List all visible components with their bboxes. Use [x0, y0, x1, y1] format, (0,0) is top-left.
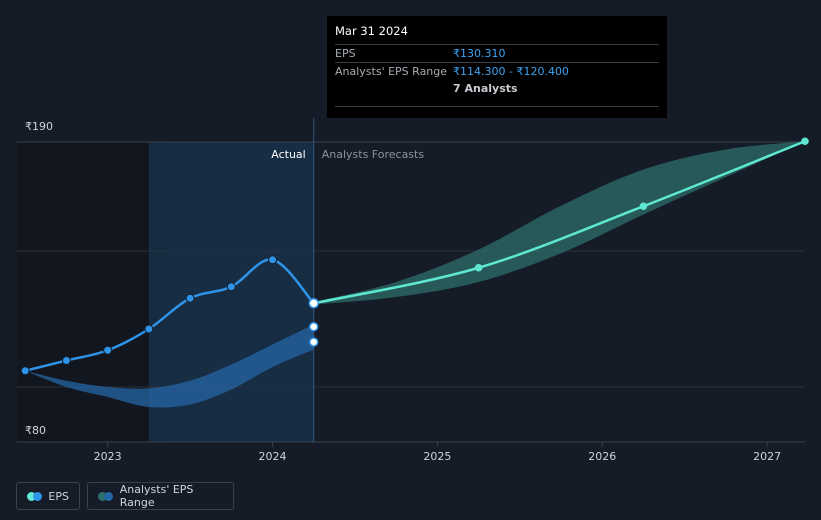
- eps-legend-icon: [27, 491, 42, 501]
- eps-actual-point: [144, 324, 154, 334]
- eps-forecast-point: [474, 263, 483, 272]
- legend-eps[interactable]: EPS: [16, 482, 80, 510]
- y-tick-label: ₹190: [25, 120, 53, 133]
- range-point: [308, 322, 319, 332]
- tooltip-key: EPS: [335, 47, 356, 60]
- forecast-range-band: [313, 141, 805, 305]
- actual-range-band: [25, 324, 314, 408]
- tooltip-key: Analysts' EPS Range: [335, 65, 448, 78]
- tooltip-row-range: Analysts' EPS Range ₹114.300 - ₹120.400: [335, 62, 659, 80]
- tooltip-divider: [335, 106, 659, 107]
- tooltip: Mar 31 2024 EPS ₹130.310 Analysts' EPS R…: [327, 16, 667, 118]
- x-tick-label: 2026: [588, 450, 616, 463]
- grid-lines: [17, 141, 805, 443]
- eps-actual-point: [20, 366, 30, 376]
- eps-actual-point: [226, 282, 236, 292]
- y-tick-label: ₹80: [25, 424, 46, 437]
- range-legend-icon: [98, 491, 113, 501]
- actual-label: Actual: [271, 148, 305, 161]
- x-tick-label: 2023: [94, 450, 122, 463]
- x-tick-label: 2024: [259, 450, 287, 463]
- legend-range-label: Analysts' EPS Range: [119, 483, 194, 509]
- tooltip-value: 7 Analysts: [453, 82, 518, 95]
- eps-actual-point: [185, 293, 195, 303]
- eps-actual-point: [61, 356, 71, 365]
- range-point: [308, 337, 319, 347]
- eps-actual-point: [268, 255, 278, 265]
- eps-actual-point: [308, 298, 319, 309]
- eps-forecast-point: [801, 137, 809, 146]
- analysts-forecasts-label: Analysts Forecasts: [322, 148, 425, 161]
- x-tick-label: 2027: [753, 450, 781, 463]
- legend-eps-label: EPS: [48, 489, 69, 503]
- tooltip-row-analysts: 7 Analysts: [335, 80, 659, 97]
- tooltip-date: Mar 31 2024: [335, 24, 408, 38]
- eps-forecast-point: [639, 202, 648, 211]
- tooltip-value: ₹114.300 - ₹120.400: [453, 65, 569, 78]
- eps-actual-point: [103, 345, 113, 355]
- tooltip-row-eps: EPS ₹130.310: [335, 44, 659, 62]
- legend-analysts-range[interactable]: Analysts' EPS Range: [87, 482, 234, 510]
- y-tick-labels: ₹190 ₹80: [25, 120, 53, 437]
- tooltip-value: ₹130.310: [453, 47, 506, 60]
- data-points: [20, 137, 809, 376]
- x-tick-label: 2025: [423, 450, 451, 463]
- x-tick-labels: 2023 2024 2025 2026 2027: [94, 442, 781, 463]
- eps-forecast-line: [313, 140, 806, 305]
